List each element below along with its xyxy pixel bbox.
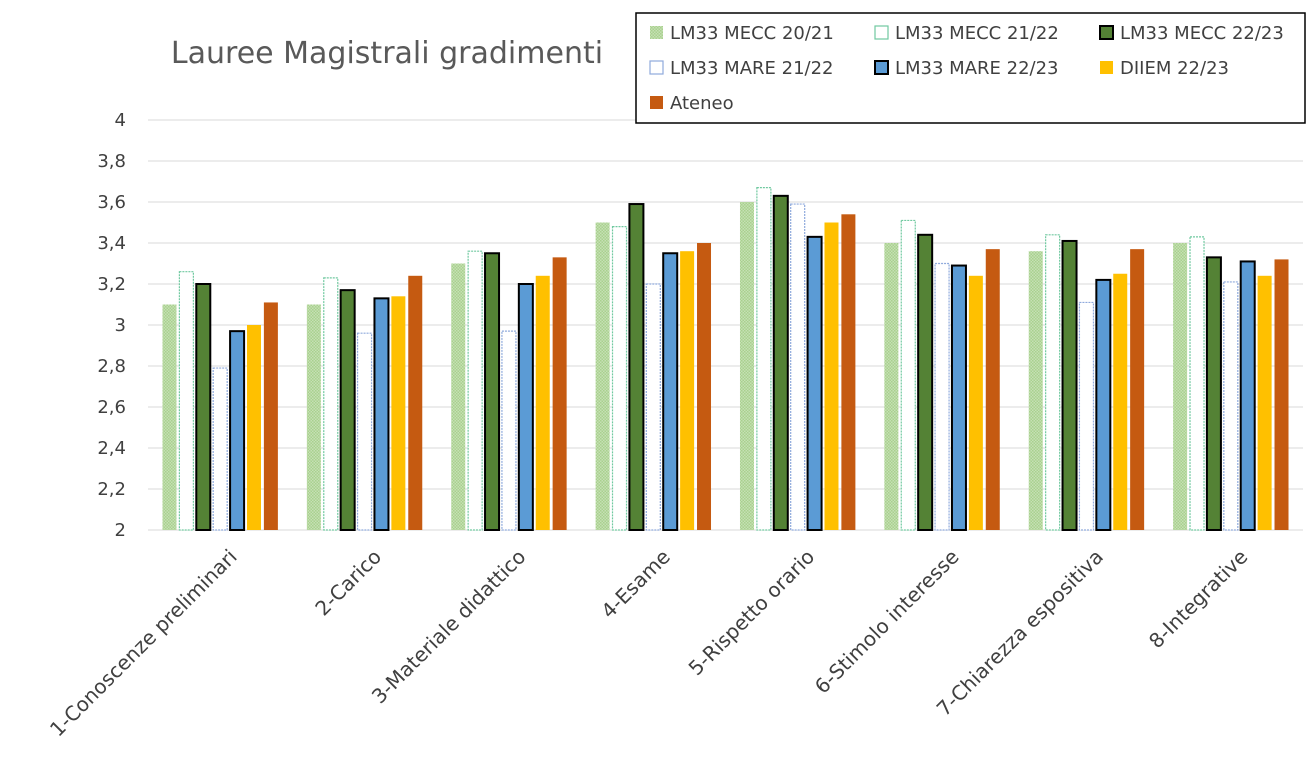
y-tick-label: 2	[115, 520, 126, 541]
bar	[985, 249, 1000, 530]
bar	[178, 271, 194, 531]
bar	[1045, 234, 1061, 531]
y-tick-label: 4	[115, 110, 126, 131]
bar	[697, 243, 712, 530]
bar	[408, 275, 423, 530]
x-tick-label: 5-Rispetto orario	[684, 545, 820, 681]
legend-label: LM33 MECC 22/23	[1120, 23, 1284, 44]
legend: LM33 MECC 20/21 LM33 MECC 21/22 LM33 MECC …	[635, 12, 1306, 124]
y-tick-label: 2,4	[97, 438, 126, 459]
bar	[628, 203, 645, 532]
legend-swatch	[649, 60, 664, 75]
legend-swatch	[874, 60, 889, 75]
x-tick-label: 8-Integrative	[1144, 545, 1252, 653]
y-tick-label: 2,8	[97, 356, 126, 377]
bar	[772, 194, 789, 531]
x-tick-label: 7-Chiarezza espositiva	[932, 545, 1108, 721]
bar	[1095, 278, 1112, 531]
bar	[1257, 275, 1272, 530]
bar	[246, 325, 261, 530]
bar	[467, 250, 483, 531]
bar	[356, 332, 373, 531]
bar	[535, 275, 550, 530]
bar	[680, 251, 695, 530]
x-tick-label: 2-Carico	[310, 545, 386, 621]
y-tick-label: 3,2	[97, 274, 126, 295]
y-tick-label: 2,2	[97, 479, 126, 500]
bar	[824, 222, 839, 530]
bar	[900, 219, 916, 531]
bar	[484, 252, 501, 531]
bar	[1239, 260, 1256, 531]
bar	[1130, 249, 1145, 530]
x-axis-labels: 1-Conoscenze preliminari 2-Carico3-Materi…	[45, 545, 1252, 742]
bar	[806, 235, 823, 531]
bar	[1113, 273, 1128, 530]
bar	[968, 275, 983, 530]
bar	[1223, 281, 1239, 531]
bar	[595, 222, 610, 530]
y-tick-label: 3,6	[97, 192, 126, 213]
bar	[739, 202, 754, 530]
bar	[611, 226, 628, 531]
x-tick-label: 6-Stimolo interesse	[810, 545, 964, 699]
bar	[501, 330, 517, 531]
bar	[884, 243, 899, 530]
bar	[195, 283, 212, 531]
legend-label: LM33 MARE 21/22	[670, 58, 834, 79]
x-tick-label: 3-Materiale didattico	[367, 545, 531, 709]
y-tick-label: 3,4	[97, 233, 126, 254]
bar	[1028, 251, 1043, 530]
bar	[552, 257, 567, 530]
bar	[339, 289, 356, 531]
legend-label: LM33 MECC 20/21	[670, 23, 834, 44]
bar	[662, 252, 679, 531]
bar	[323, 277, 339, 531]
bar	[1173, 243, 1188, 530]
gridlines	[148, 119, 1303, 531]
bar	[645, 283, 661, 531]
y-tick-label: 3	[115, 315, 126, 336]
bar	[1061, 239, 1078, 531]
x-tick-label: 1-Conoscenze preliminari	[45, 545, 242, 742]
bar	[306, 304, 321, 530]
legend-swatch	[1100, 61, 1113, 74]
legend-label: LM33 MARE 22/23	[895, 58, 1059, 79]
chart-title: Lauree Magistrali gradimenti	[171, 36, 603, 71]
bar	[934, 262, 950, 531]
bar	[1205, 256, 1222, 531]
y-axis-ticks: 2 2,2 2,4 2,6 2,8 3 3,2 3,4 3,6 3,8 4	[97, 110, 126, 541]
bar	[373, 297, 390, 531]
bar	[517, 283, 534, 531]
legend-label: LM33 MECC 21/22	[895, 23, 1059, 44]
legend-swatch	[874, 25, 889, 40]
bar	[1274, 259, 1289, 530]
bar	[451, 263, 466, 530]
y-tick-label: 2,6	[97, 397, 126, 418]
legend-swatch	[650, 96, 663, 109]
bar	[1078, 301, 1095, 531]
legend-label: Ateneo	[670, 93, 734, 114]
x-tick-label: 4-Esame	[596, 545, 675, 624]
bar	[229, 330, 246, 531]
bar	[212, 367, 228, 531]
bar	[162, 304, 177, 530]
bar	[841, 214, 856, 531]
y-tick-label: 3,8	[97, 151, 126, 172]
legend-swatch	[650, 26, 663, 39]
legend-label: DIIEM 22/23	[1120, 58, 1229, 79]
bar	[790, 203, 806, 531]
bar	[917, 233, 934, 532]
bars	[162, 187, 1289, 532]
bar	[263, 302, 278, 530]
legend-box	[635, 12, 1306, 124]
legend-swatch	[1099, 25, 1114, 40]
bar	[1189, 236, 1205, 531]
bar	[391, 296, 406, 530]
bar	[950, 264, 967, 531]
bar	[756, 187, 772, 531]
